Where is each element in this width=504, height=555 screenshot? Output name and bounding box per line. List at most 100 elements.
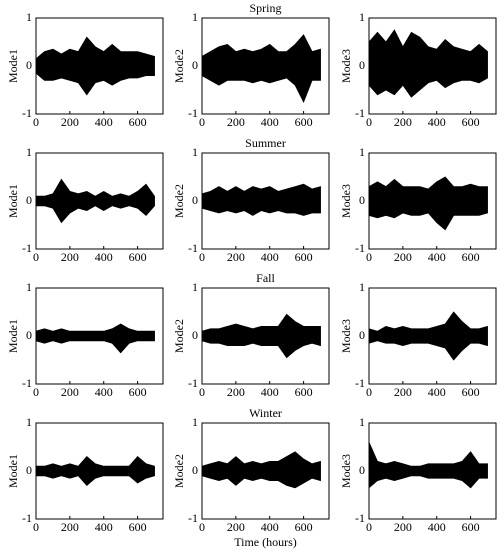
y-axis-label: Mode1 [6,184,20,218]
y-tick-label: 0 [192,193,198,207]
signal-area [201,313,321,337]
y-tick-label: 1 [192,145,198,159]
y-tick-label: 0 [26,328,32,342]
x-tick-label: 400 [428,115,446,129]
y-tick-label: 0 [192,328,198,342]
signal-area [35,335,155,354]
x-tick-label: 200 [61,385,79,399]
x-tick-label: 600 [129,250,147,264]
y-tick-label: 1 [359,280,365,294]
x-tick-label: 0 [33,115,39,129]
x-tick-label: 400 [428,520,446,534]
y-axis-label: Mode2 [172,454,186,488]
y-tick-label: -1 [188,106,198,120]
y-tick-label: 1 [26,10,32,24]
x-tick-label: 400 [95,115,113,129]
x-tick-label: 600 [462,520,480,534]
signal-area [368,65,488,98]
y-tick-label: 0 [192,463,198,477]
x-tick-label: 0 [199,115,205,129]
signal-area [368,442,488,472]
y-axis-label: Mode1 [6,319,20,353]
signal-area [201,335,321,359]
x-tick-label: 200 [227,520,245,534]
x-tick-label: 600 [295,250,313,264]
y-tick-label: -1 [355,376,365,390]
y-tick-label: -1 [22,376,32,390]
y-tick-label: 0 [359,193,365,207]
x-tick-label: 400 [95,250,113,264]
x-tick-label: 0 [199,520,205,534]
x-tick-label: 200 [227,385,245,399]
y-tick-label: -1 [355,511,365,525]
x-tick-label: 200 [394,385,412,399]
y-tick-label: -1 [355,241,365,255]
signal-area [201,451,321,472]
x-tick-label: 600 [129,520,147,534]
x-tick-label: 600 [462,250,480,264]
signal-area [368,335,488,361]
y-tick-label: -1 [22,511,32,525]
y-tick-label: 0 [26,193,32,207]
x-tick-label: 200 [227,115,245,129]
x-tick-label: 0 [33,250,39,264]
x-tick-label: 400 [261,115,279,129]
signal-area [201,470,321,489]
y-tick-label: 0 [26,58,32,72]
signal-area [35,470,155,486]
y-axis-label: Mode3 [339,319,353,353]
x-tick-label: 200 [227,250,245,264]
x-tick-label: 600 [129,115,147,129]
y-axis-label: Mode2 [172,319,186,353]
y-tick-label: 1 [26,145,32,159]
x-tick-label: 200 [394,115,412,129]
x-tick-label: 0 [199,385,205,399]
x-tick-label: 600 [295,520,313,534]
x-tick-label: 0 [366,250,372,264]
y-tick-label: 1 [359,415,365,429]
x-tick-label: 600 [462,385,480,399]
panel-title: Spring [249,1,281,15]
x-tick-label: 400 [428,385,446,399]
signal-area [35,65,155,96]
signal-area [201,183,321,202]
x-tick-label: 200 [394,250,412,264]
x-tick-label: 0 [199,250,205,264]
y-tick-label: -1 [188,511,198,525]
x-tick-label: 0 [33,520,39,534]
x-tick-label: 400 [261,250,279,264]
y-tick-label: -1 [188,376,198,390]
x-tick-label: 400 [95,520,113,534]
signal-area [368,470,488,489]
y-axis-label: Mode1 [6,454,20,488]
x-tick-label: 600 [295,115,313,129]
x-tick-label: 0 [33,385,39,399]
y-tick-label: 1 [192,415,198,429]
signal-area [35,178,155,202]
x-tick-label: 0 [366,115,372,129]
y-tick-label: 0 [359,463,365,477]
signal-area [35,323,155,337]
x-axis-label: Time (hours) [234,535,297,549]
signal-area [368,176,488,202]
y-tick-label: 1 [26,280,32,294]
panel-title: Winter [249,406,282,420]
y-tick-label: 0 [26,463,32,477]
y-tick-label: 1 [192,280,198,294]
x-tick-label: 600 [462,115,480,129]
y-axis-label: Mode3 [339,454,353,488]
y-tick-label: 1 [359,10,365,24]
y-tick-label: -1 [355,106,365,120]
y-tick-label: 1 [359,145,365,159]
x-tick-label: 600 [129,385,147,399]
signal-area [201,34,321,67]
y-tick-label: -1 [22,106,32,120]
y-tick-label: -1 [188,241,198,255]
y-tick-label: 0 [359,328,365,342]
x-tick-label: 0 [366,385,372,399]
y-axis-label: Mode3 [339,184,353,218]
signal-area [368,311,488,337]
x-tick-label: 200 [61,250,79,264]
signal-area [368,29,488,67]
